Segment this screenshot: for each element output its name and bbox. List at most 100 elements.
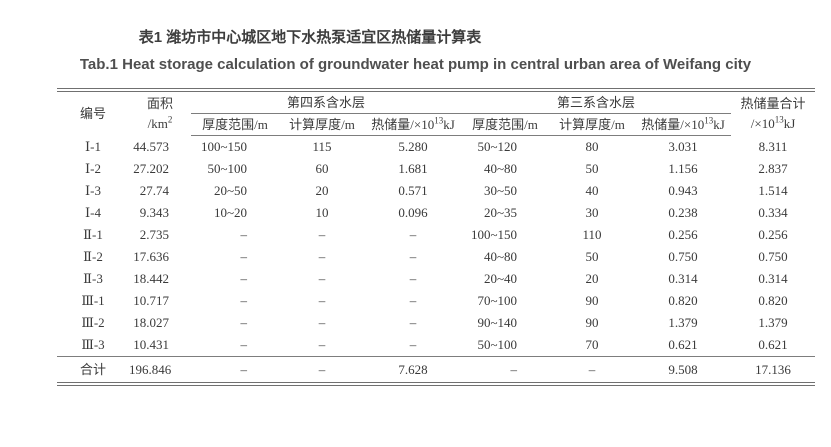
cell-calc-thickness-q: – [318,293,326,308]
cell-thickness-range-t: 70~100 [477,293,518,308]
heat-storage-superscript: 13 [704,115,714,126]
area-unit-superscript: 2 [167,114,173,125]
cell-calc-thickness-q: 20 [315,183,329,198]
cell-thickness-range-q: – [240,337,248,352]
header-row-groups: 编号 面积/km2 第四系含水层 第三系含水层 热储量合计 /×1013kJ [57,90,815,131]
total-heat-superscript: 13 [774,114,784,125]
cell-calc-thickness-t: 50 [585,249,599,264]
cell-thickness-range-t: 50~100 [477,337,518,352]
cell-heat-storage-t: 0.314 [668,271,698,286]
table-row: Ⅰ-2 27.202 50~100 60 1.681 40~80 50 1.15… [57,158,815,180]
table-total-row: 合计 196.846 – – 7.628 – – 9.508 17.136 [57,356,816,384]
group-header-tertiary-aquifer: 第三系含水层 [461,90,732,114]
cell-thickness-range-q: – [240,271,248,286]
table-row: Ⅲ-3 10.431 – – – 50~100 70 0.621 0.621 [57,334,815,357]
cell-total-calc-thickness-t: – [549,356,636,384]
table-row: Ⅰ-4 9.343 10~20 10 0.096 20~35 30 0.238 … [57,202,815,224]
cell-grand-total-heat-storage: 17.136 [731,356,816,384]
cell-area: 18.442 [133,271,169,286]
cell-calc-thickness-t: 80 [585,139,599,154]
cell-total-thickness-range-t: – [461,356,550,384]
table-title-english: Tab.1 Heat storage calculation of ground… [79,56,752,73]
cell-total-heat-storage: 0.820 [758,293,788,308]
cell-calc-thickness-t: 110 [582,227,602,242]
cell-zone-id: Ⅰ-4 [85,205,101,220]
cell-calc-thickness-t: 20 [585,271,599,286]
cell-total-calc-thickness-q: – [279,356,365,384]
cell-zone-id: Ⅰ-2 [85,161,101,176]
cell-thickness-range-t: 20~40 [483,271,518,286]
cell-area: 9.343 [139,205,169,220]
cell-zone-id: Ⅰ-3 [85,183,101,198]
table-row: Ⅲ-2 18.027 – – – 90~140 90 1.379 1.379 [57,312,815,334]
cell-thickness-range-q: – [240,249,248,264]
cell-area: 10.717 [133,293,169,308]
cell-thickness-range-t: 40~80 [483,161,518,176]
cell-thickness-range-t: 30~50 [483,183,518,198]
cell-heat-storage-q: – [409,315,417,330]
cell-heat-storage-q: 0.571 [398,183,428,198]
cell-total-heat-storage-t: 9.508 [635,356,732,384]
cell-total-heat-storage-q: 7.628 [365,356,462,384]
cell-zone-id: Ⅱ-1 [83,227,103,242]
cell-zone-id: Ⅱ-3 [83,271,103,286]
cell-total-heat-storage: 0.256 [758,227,788,242]
cell-area: 27.74 [139,183,169,198]
total-heat-label: 热储量合计 [740,95,806,111]
col-header-id: 编号 [79,106,106,122]
header-row-sub: 厚度范围/m 计算厚度/m 热储量/×1013kJ 厚度范围/m 计算厚度/m … [57,113,815,136]
cell-thickness-range-q: 10~20 [213,205,247,220]
cell-zone-id: Ⅱ-2 [83,249,103,264]
cell-total-heat-storage: 0.334 [758,205,788,220]
cell-thickness-range-q: – [240,227,248,242]
cell-heat-storage-t: 0.256 [668,227,698,242]
col-header-thickness-range-tertiary: 厚度范围/m [461,113,550,136]
cell-area: 10.431 [133,337,169,352]
cell-total-heat-storage: 0.621 [758,337,788,352]
cell-thickness-range-q: – [240,293,248,308]
cell-thickness-range-t: 100~150 [470,227,518,242]
cell-total-heat-storage: 1.514 [758,183,788,198]
cell-heat-storage-q: – [409,337,417,352]
cell-area: 44.573 [133,138,169,154]
cell-thickness-range-q: 100~150 [200,139,247,154]
cell-calc-thickness-q: – [318,271,326,286]
cell-heat-storage-t: 0.621 [668,337,698,352]
cell-heat-storage-t: 0.238 [668,205,698,220]
cell-heat-storage-q: 5.280 [398,139,428,154]
col-header-heat-storage-tertiary: 热储量/×1013kJ [635,113,732,136]
cell-calc-thickness-q: – [318,249,326,264]
cell-zone-id: Ⅲ-2 [81,315,105,330]
cell-calc-thickness-t: 40 [585,183,599,198]
area-unit: /km2 [147,114,173,131]
cell-total-heat-storage: 0.314 [758,271,788,286]
table-row: Ⅱ-2 17.636 – – – 40~80 50 0.750 0.750 [57,246,815,268]
cell-area: 18.027 [133,315,169,330]
cell-heat-storage-t: 3.031 [668,139,698,154]
cell-total-heat-storage: 0.750 [758,249,788,264]
cell-thickness-range-t: 50~120 [477,139,518,154]
cell-heat-storage-t: 1.156 [668,161,698,176]
col-header-total-heat-storage: 热储量合计 /×1013kJ [731,90,815,136]
cell-zone-id: Ⅰ-1 [85,138,101,154]
cell-heat-storage-q: 1.681 [398,161,428,176]
table-row: Ⅲ-1 10.717 – – – 70~100 90 0.820 0.820 [57,290,815,312]
cell-heat-storage-q: – [409,293,417,308]
table-row: Ⅰ-3 27.74 20~50 20 0.571 30~50 40 0.943 … [57,180,815,202]
col-header-area: 面积/km2 [129,90,191,136]
cell-calc-thickness-t: 90 [585,293,599,308]
cell-heat-storage-q: – [409,249,417,264]
cell-total-heat-storage: 8.311 [758,138,788,154]
cell-thickness-range-q: – [240,315,248,330]
cell-calc-thickness-q: 115 [312,139,332,154]
cell-heat-storage-t: 0.750 [668,249,698,264]
cell-calc-thickness-q: – [318,227,326,242]
cell-zone-id: Ⅲ-3 [81,337,105,352]
cell-area: 27.202 [133,161,169,176]
cell-thickness-range-t: 90~140 [477,315,518,330]
cell-heat-storage-q: – [409,271,417,286]
cell-zone-id: Ⅲ-1 [81,293,105,308]
heat-storage-superscript: 13 [434,115,444,126]
cell-total-thickness-range-q: – [191,356,279,384]
heat-storage-table: 编号 面积/km2 第四系含水层 第三系含水层 热储量合计 /×1013kJ 厚度… [57,88,816,386]
